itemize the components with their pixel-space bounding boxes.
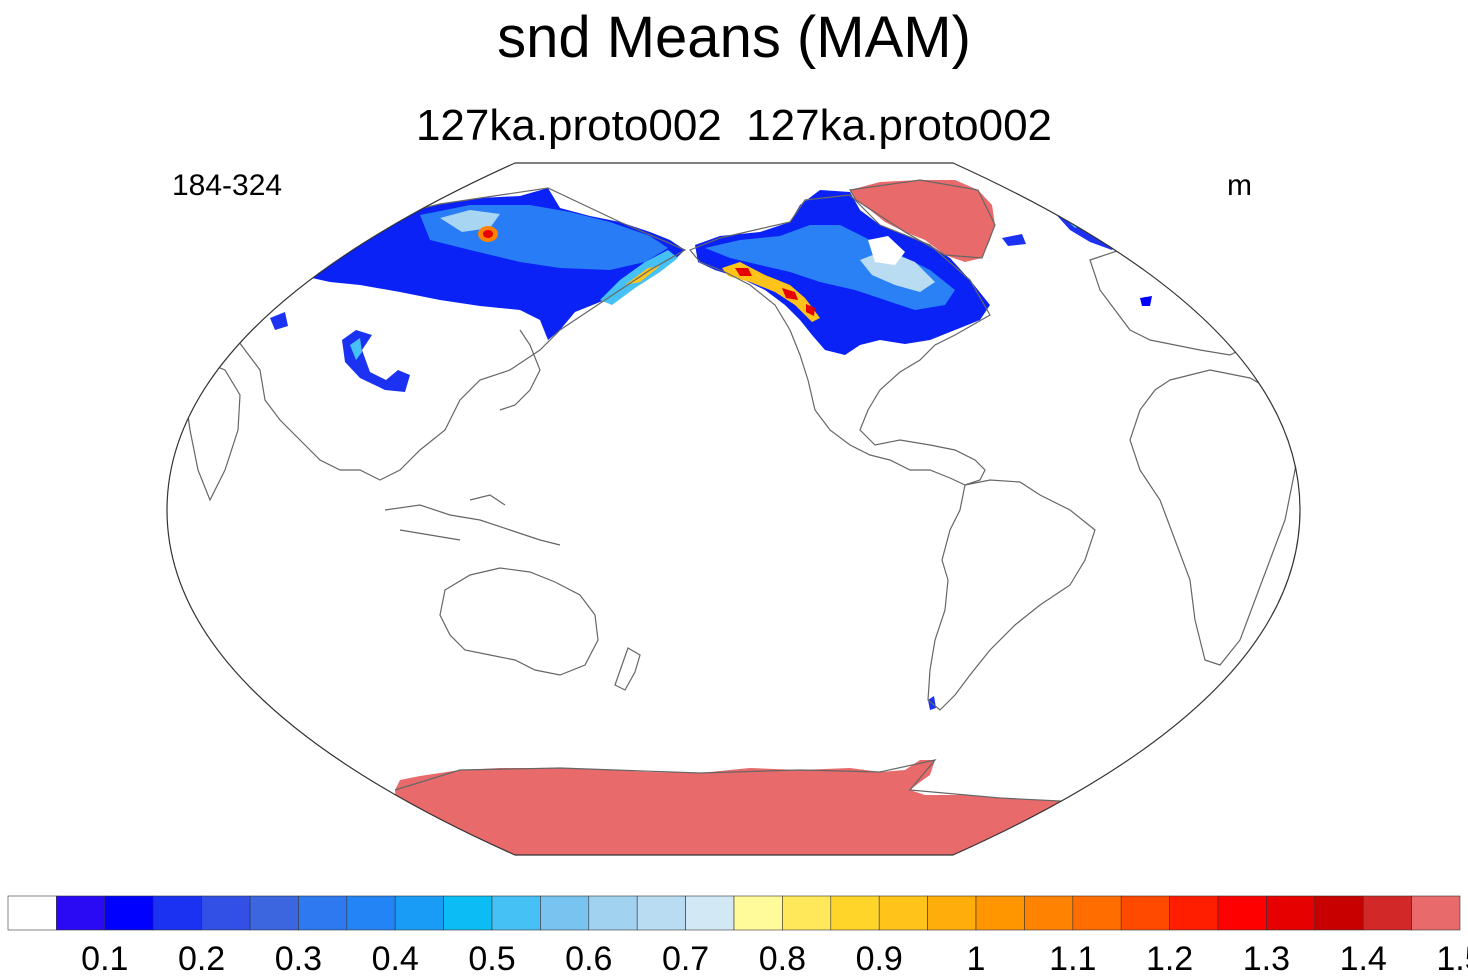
colorbar-box [782,895,832,931]
colorbar-boxes [7,895,1461,931]
colorbar-box [636,895,686,931]
colorbar-box [298,895,348,931]
tibet-snow [342,330,410,392]
colorbar-box [346,895,396,931]
globe-outline [166,162,1301,856]
antarctica-outline [394,759,1081,803]
colorbar-box [830,895,880,931]
colorbar-box [249,895,299,931]
colorbar-box [540,895,590,931]
units-label: m [1227,169,1252,202]
antarctica-snow [395,760,1080,855]
colorbar-label: 0.8 [759,940,806,978]
colorbar-box [878,895,928,931]
colorbar-box [1411,895,1461,931]
colorbar-labels: 0.1 0.2 0.3 0.4 0.5 0.6 0.7 0.8 0.9 1 1.1 1.2 1.3 1.4… [81,940,1468,978]
colorbar-label: 1.3 [1243,940,1290,978]
colorbar-box [1314,895,1364,931]
colorbar-box [201,895,251,931]
colorbar-box [1217,895,1267,931]
colorbar-label: 0.2 [178,940,225,978]
colorbar-box [152,895,202,931]
world-map [166,162,1301,856]
colorbar-label: 0.1 [81,940,128,978]
north-america-outline [689,194,991,486]
colorbar-label: 0.9 [856,940,903,978]
plot-subtitle: 127ka.proto002 127ka.proto002 [415,101,1053,150]
colorbar-box [394,895,444,931]
colorbar-box [588,895,638,931]
africa-outline [1129,369,1300,666]
colorbar-label: 0.4 [372,940,419,978]
colorbar-box [56,895,106,931]
scandinavia-snow-2 [1052,208,1118,250]
colorbar-label: 0.6 [565,940,612,978]
japan-outline [499,329,541,411]
colorbar-label: 1.1 [1049,940,1096,978]
scandinavia-snow [270,312,288,330]
australia-outline [439,567,599,676]
colorbar-box [1169,895,1219,931]
north-america-snow-light [705,225,955,310]
colorbar-box [7,895,57,931]
colorbar-box [1072,895,1122,931]
greenland-outline [849,179,996,259]
colorbar-label: 1 [967,940,986,978]
colorbar-box [975,895,1025,931]
colorbar-box [1024,895,1074,931]
greenland-snow [850,180,995,262]
plot-title: snd Means (MAM) [497,5,971,70]
indonesia-outline [384,494,561,546]
colorbar-label: 1.4 [1340,940,1387,978]
colorbar-label: 0.5 [468,940,515,978]
south-america-outline [927,479,1096,711]
colorbar-box [443,895,493,931]
colorbar-label: 1.2 [1146,940,1193,978]
eurasia-snow-peak-core [483,230,493,238]
colorbar-label: 0.3 [275,940,322,978]
colorbar: 0.1 0.2 0.3 0.4 0.5 0.6 0.7 0.8 0.9 1 1.1 1.2 1.3 1.4… [7,895,1468,978]
colorbar-label: 0.7 [662,940,709,978]
hudson-bay-gap [868,236,905,265]
europe-outline [1089,249,1251,356]
colorbar-box [927,895,977,931]
colorbar-box [1120,895,1170,931]
colorbar-box [1266,895,1316,931]
rockies-snow [722,262,820,322]
colorbar-box [1362,895,1412,931]
colorbar-label: 1.5 [1436,940,1468,978]
colorbar-box [685,895,735,931]
tibet-snow-light [350,338,362,360]
colorbar-box [491,895,541,931]
iceland-snow [1002,234,1026,246]
time-range-label: 184-324 [172,169,283,202]
new-zealand-outline [614,647,641,691]
alps-snow [1140,296,1152,306]
rockies-snow-peak [735,268,815,316]
colorbar-box [104,895,154,931]
colorbar-box [733,895,783,931]
india-outline [184,359,241,502]
